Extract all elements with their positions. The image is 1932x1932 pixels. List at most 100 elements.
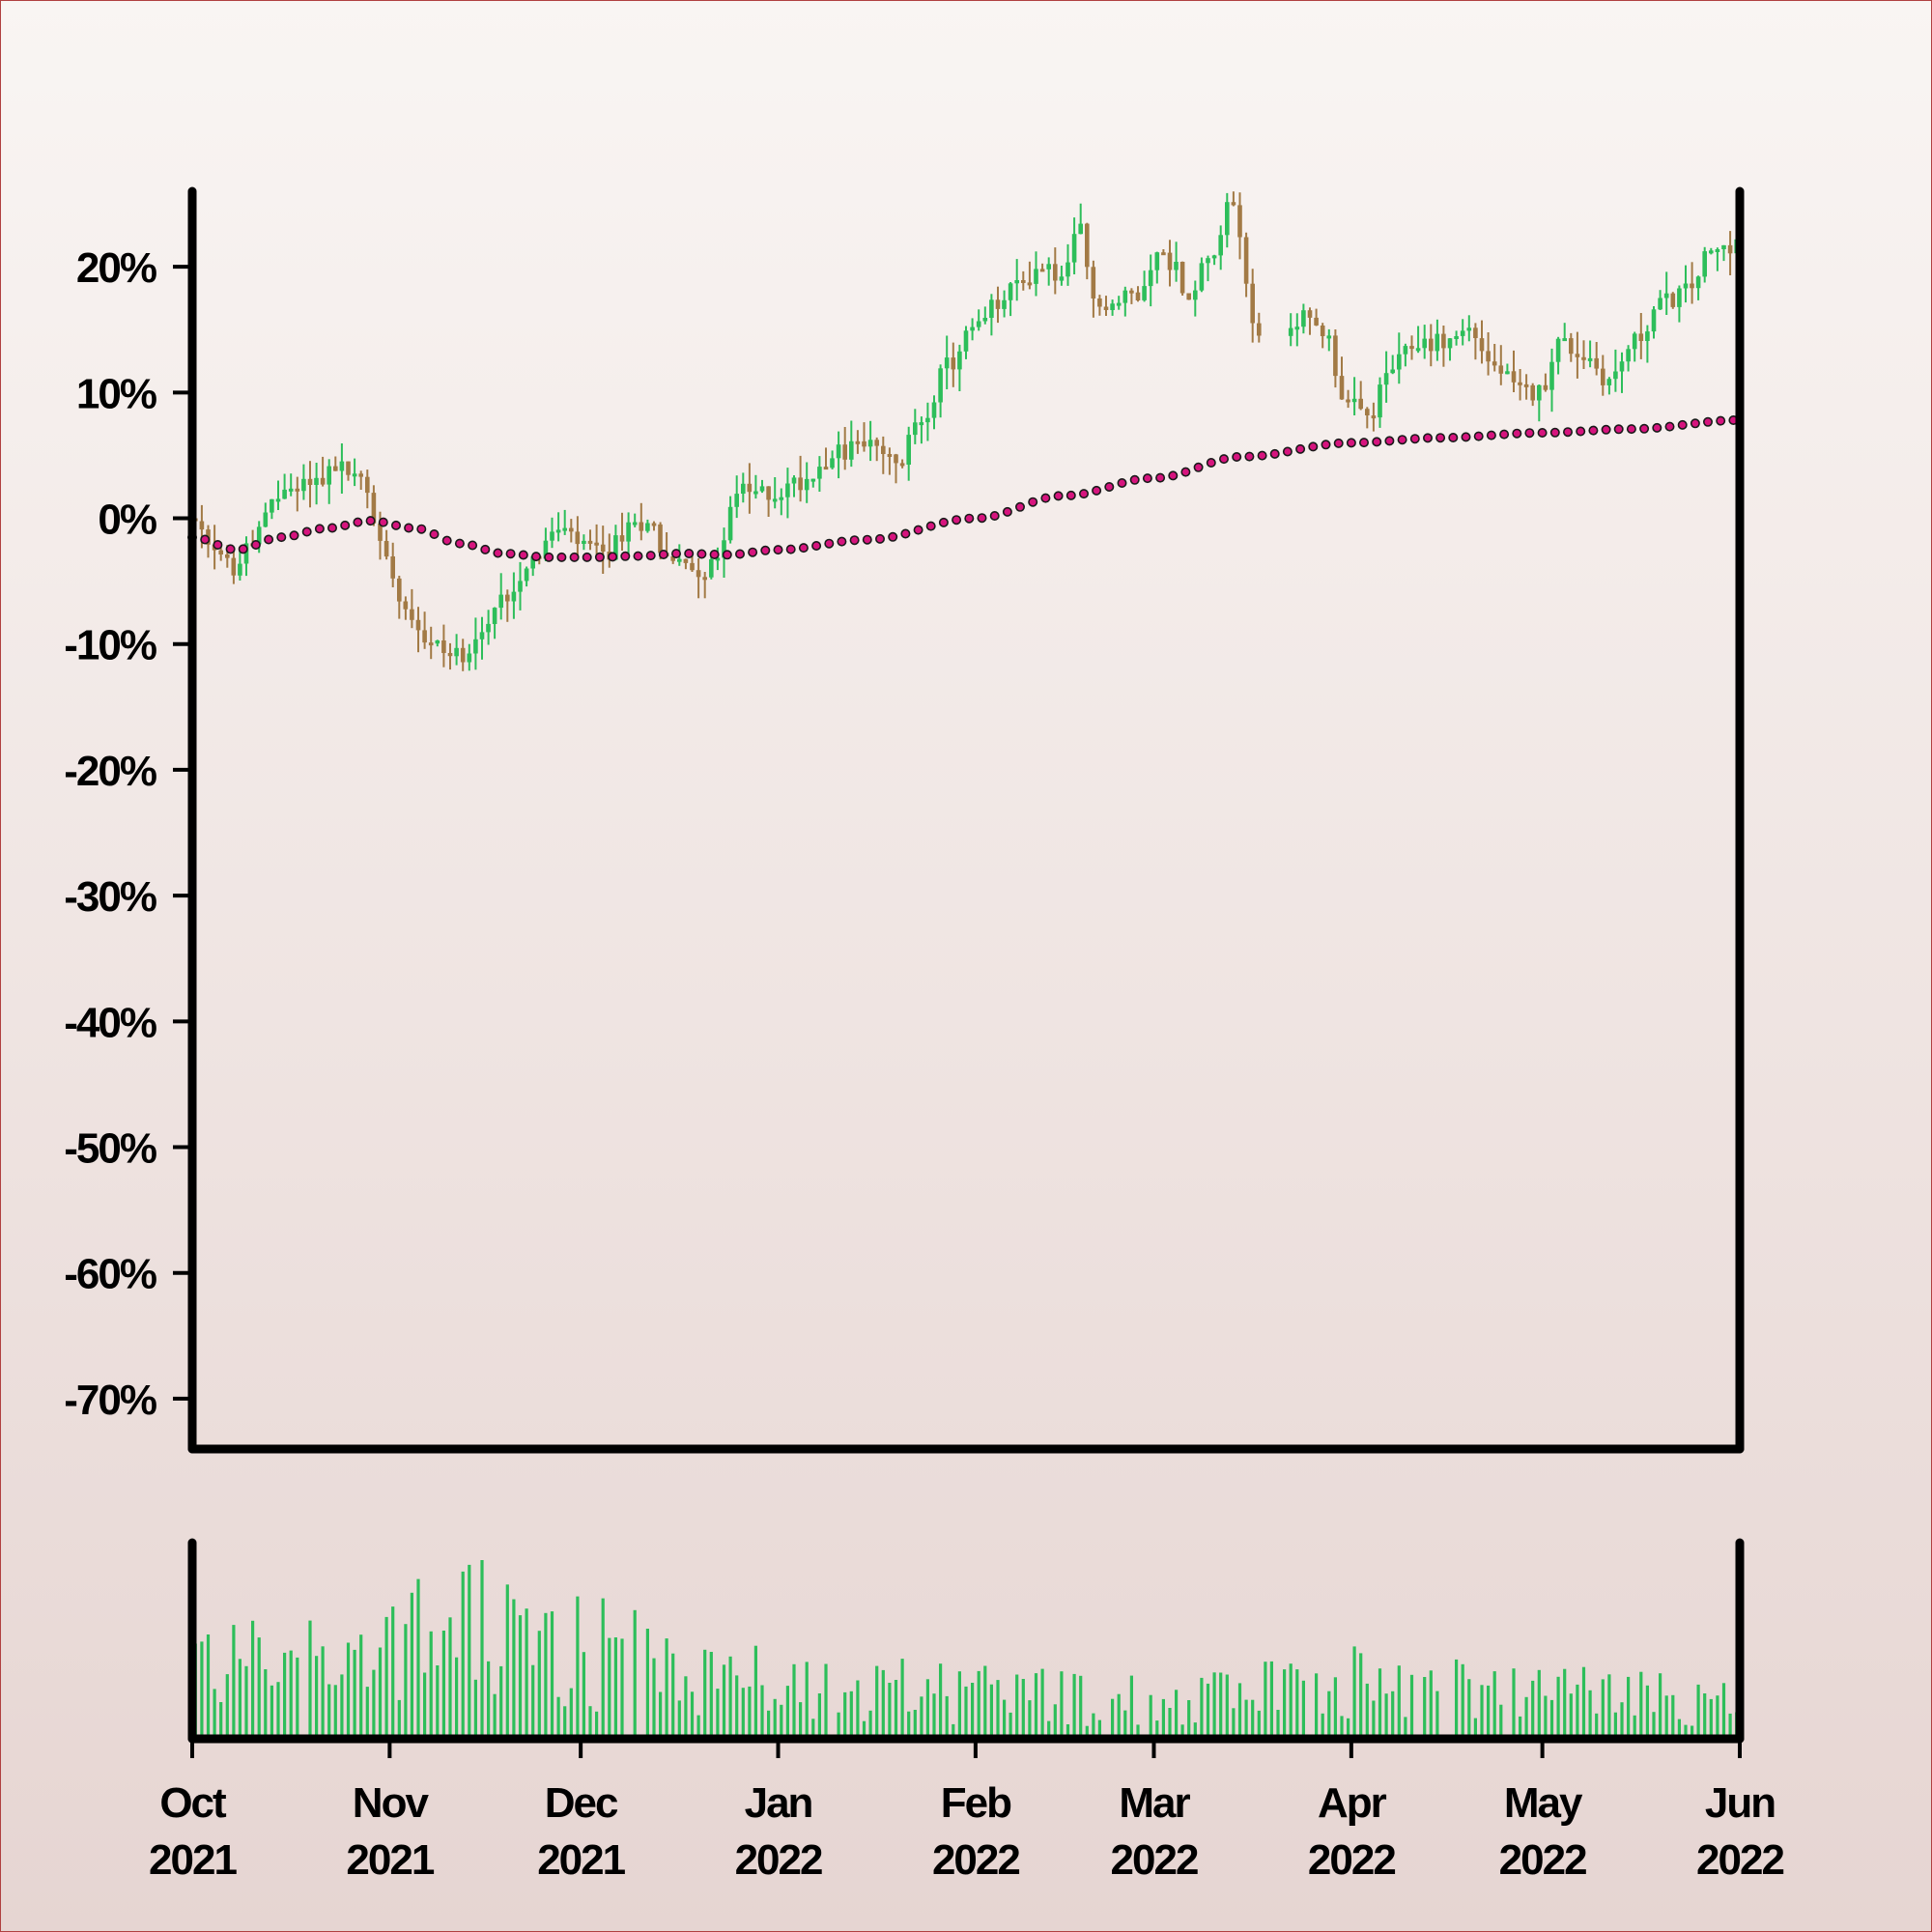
candle-body (199, 521, 205, 530)
volume-bar (1276, 1710, 1280, 1739)
volume-bar (1372, 1700, 1376, 1739)
volume-bar (659, 1691, 663, 1739)
candle-body (378, 523, 383, 541)
volume-bar (696, 1715, 700, 1739)
volume-bar (1690, 1725, 1694, 1739)
candle-body (1486, 351, 1491, 362)
trend-point (1244, 451, 1255, 462)
candle-body (307, 478, 313, 485)
candle-body (422, 630, 427, 643)
candle-body (403, 601, 409, 610)
trend-point (1461, 432, 1471, 442)
volume-bar (1111, 1698, 1115, 1739)
trend-point (1397, 435, 1407, 445)
volume-bar (391, 1606, 395, 1739)
x-tick-label-month: Oct (159, 1779, 227, 1827)
volume-bar (1264, 1662, 1267, 1739)
volume-bar (1079, 1675, 1083, 1739)
trend-point (353, 517, 363, 527)
candle-body (881, 445, 886, 454)
volume-bar (1257, 1710, 1261, 1739)
trend-point (594, 552, 605, 562)
trend-point (1639, 423, 1650, 434)
trend-point (670, 549, 681, 559)
trend-point (1549, 427, 1560, 438)
candle-body (1243, 237, 1249, 284)
volume-bar (735, 1675, 739, 1739)
candle-body (1581, 356, 1586, 360)
trend-point (404, 523, 414, 533)
volume-bar (780, 1704, 783, 1739)
trend-point (658, 549, 668, 559)
trend-point (569, 552, 580, 562)
trend-point (696, 549, 707, 559)
volume-bar (1021, 1679, 1025, 1739)
volume-bar (1212, 1672, 1216, 1739)
trend-point (200, 534, 211, 545)
candle-body (270, 498, 274, 513)
y-tick-label: 20% (76, 244, 156, 292)
candle-body (333, 466, 338, 471)
trend-point (798, 543, 809, 554)
volume-bar (1175, 1690, 1179, 1739)
volume-bar (894, 1680, 898, 1739)
volume-bar (1168, 1708, 1172, 1739)
volume-bar (251, 1620, 255, 1739)
candle-body (1179, 262, 1185, 294)
candle-body (594, 542, 599, 546)
trend-point (1524, 428, 1535, 439)
candle-body (1473, 327, 1478, 338)
trend-point (493, 548, 503, 558)
candle-body (645, 523, 650, 531)
volume-bar (1671, 1694, 1675, 1739)
volume-bar (1155, 1720, 1159, 1739)
volume-bar (257, 1637, 261, 1739)
candle-body (1626, 349, 1631, 362)
trend-point (1015, 501, 1026, 512)
volume-bar (1097, 1719, 1101, 1739)
trend-point (862, 534, 872, 545)
candle-body (791, 477, 797, 484)
volume-bar (1499, 1704, 1503, 1739)
candle-body (1008, 283, 1013, 300)
volume-bar (932, 1693, 936, 1739)
candle-body (415, 619, 421, 631)
volume-bar (722, 1664, 726, 1739)
candle-body (441, 640, 446, 653)
volume-bar (1384, 1693, 1388, 1739)
trend-point (1269, 448, 1280, 459)
trend-point (416, 524, 427, 534)
volume-bar (907, 1711, 911, 1739)
volume-bar (785, 1686, 789, 1739)
candle-body (963, 330, 969, 352)
candle-body (1466, 327, 1472, 331)
candle-body (498, 594, 503, 609)
volume-bar (563, 1706, 567, 1739)
candle-body (1429, 338, 1434, 352)
x-tick-label-year: 2022 (932, 1836, 1019, 1884)
y-tick-label: -40% (64, 999, 156, 1046)
volume-bar (1040, 1668, 1044, 1739)
volume-bar (964, 1686, 968, 1739)
candle-body (670, 555, 675, 561)
trend-point (1486, 430, 1496, 440)
candle-body (989, 299, 994, 318)
volume-bar (384, 1616, 388, 1739)
candle-body (1537, 384, 1542, 401)
candle-body (1351, 398, 1357, 403)
trend-point (900, 528, 911, 539)
candle-body (282, 489, 287, 499)
candle-body (1479, 338, 1485, 352)
candle-body (1326, 335, 1332, 339)
trend-point (1333, 438, 1344, 448)
candle-body (925, 417, 930, 423)
candle-body (1397, 354, 1402, 370)
candle-body (1346, 399, 1350, 403)
volume-bar (945, 1695, 949, 1739)
candle-body (524, 568, 529, 582)
trend-point (1372, 437, 1382, 447)
x-axis-labels: Oct 2021 Nov 2021 Dec 2021 Jan 2022 Feb 2022 Mar 20… (149, 1739, 1785, 1884)
trend-point (1168, 470, 1179, 481)
candle-body (913, 422, 918, 436)
candle-body (702, 577, 707, 581)
